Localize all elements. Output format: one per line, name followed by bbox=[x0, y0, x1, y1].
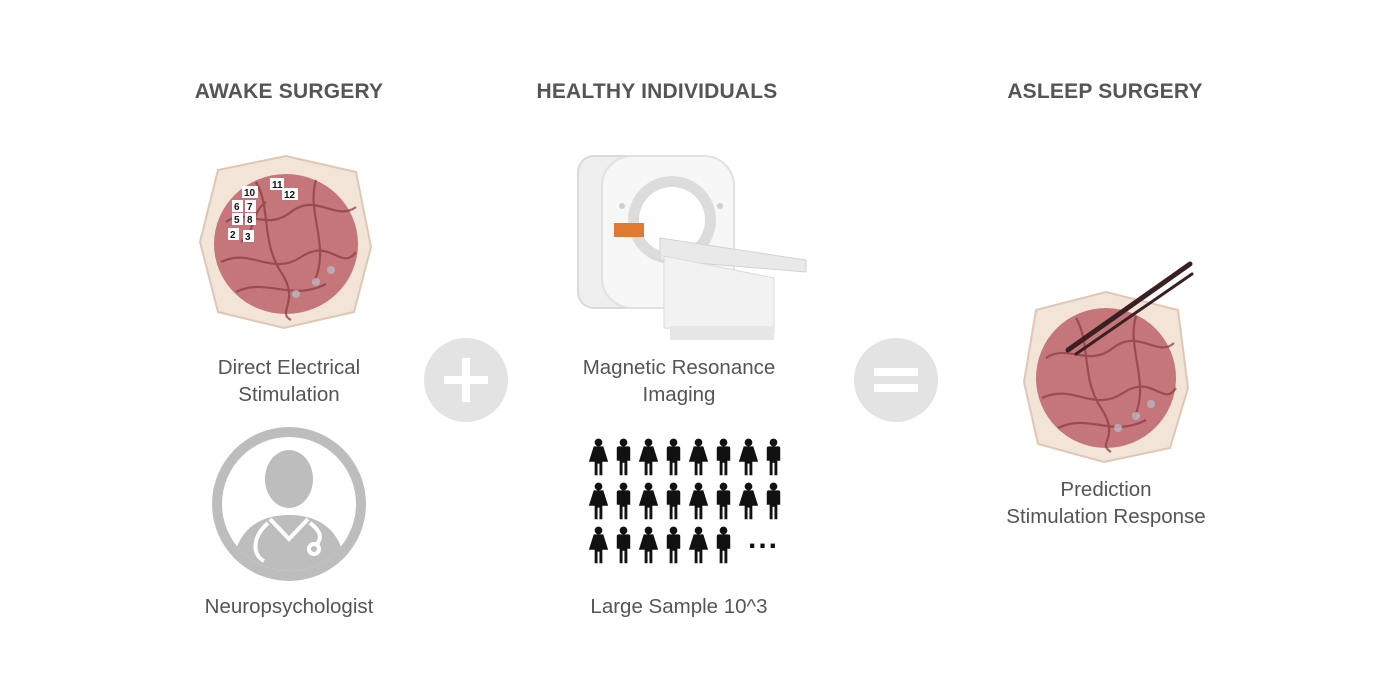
woman-icon bbox=[638, 526, 659, 564]
electrode-label: 12 bbox=[284, 190, 296, 201]
ellipsis: ... bbox=[748, 522, 780, 555]
man-icon bbox=[616, 438, 631, 476]
people-row bbox=[586, 478, 786, 520]
people-row bbox=[586, 434, 786, 476]
woman-icon bbox=[588, 526, 609, 564]
man-icon bbox=[616, 482, 631, 520]
woman-icon bbox=[638, 438, 659, 476]
equals-icon bbox=[854, 338, 938, 422]
man-icon bbox=[616, 526, 631, 564]
woman-icon bbox=[738, 482, 759, 520]
woman-icon bbox=[588, 482, 609, 520]
people-grid bbox=[586, 434, 786, 564]
caption-line: Prediction bbox=[1060, 478, 1152, 501]
electrode-label: 2 bbox=[230, 230, 236, 241]
mri-scanner-image bbox=[577, 155, 807, 340]
electrode-label: 5 bbox=[234, 215, 240, 226]
neuropsychologist-icon bbox=[212, 427, 366, 581]
woman-icon bbox=[738, 438, 759, 476]
awake-caption: Direct Electrical Stimulation bbox=[218, 354, 360, 408]
man-icon bbox=[716, 526, 731, 564]
man-icon bbox=[666, 482, 681, 520]
sample-size-caption: Large Sample 10^3 bbox=[590, 595, 768, 618]
woman-icon bbox=[688, 438, 709, 476]
electrode-label: 10 bbox=[244, 188, 256, 199]
electrode-label: 6 bbox=[234, 202, 240, 213]
healthy-individuals-heading: HEALTHY INDIVIDUALS bbox=[536, 80, 778, 103]
caption-line: Direct Electrical bbox=[217, 356, 361, 379]
woman-icon bbox=[638, 482, 659, 520]
electrode-label: 11 bbox=[272, 180, 283, 191]
woman-icon bbox=[688, 482, 709, 520]
asleep-brain-image bbox=[1022, 261, 1194, 464]
asleep-surgery-heading: ASLEEP SURGERY bbox=[1007, 80, 1203, 103]
caption-line: Stimulation Response bbox=[1006, 505, 1206, 528]
electrode-label: 7 bbox=[247, 202, 253, 213]
caption-line: Stimulation bbox=[238, 383, 340, 406]
man-icon bbox=[766, 438, 781, 476]
man-icon bbox=[766, 482, 781, 520]
man-icon bbox=[716, 482, 731, 520]
caption-line: Imaging bbox=[642, 383, 716, 406]
electrode-label: 8 bbox=[247, 215, 253, 226]
plus-icon bbox=[424, 338, 508, 422]
awake-brain-image: 10 11 12 6 7 5 8 2 3 bbox=[198, 154, 373, 330]
electrode-label: 3 bbox=[245, 232, 251, 243]
man-icon bbox=[716, 438, 731, 476]
prediction-caption: Prediction Stimulation Response bbox=[1006, 476, 1205, 530]
man-icon bbox=[666, 438, 681, 476]
awake-surgery-heading: AWAKE SURGERY bbox=[194, 80, 384, 103]
neuropsychologist-caption: Neuropsychologist bbox=[204, 595, 374, 618]
woman-icon bbox=[588, 438, 609, 476]
people-row bbox=[586, 522, 736, 564]
mri-caption: Magnetic Resonance Imaging bbox=[583, 354, 776, 408]
woman-icon bbox=[688, 526, 709, 564]
man-icon bbox=[666, 526, 681, 564]
caption-line: Magnetic Resonance bbox=[582, 356, 776, 379]
